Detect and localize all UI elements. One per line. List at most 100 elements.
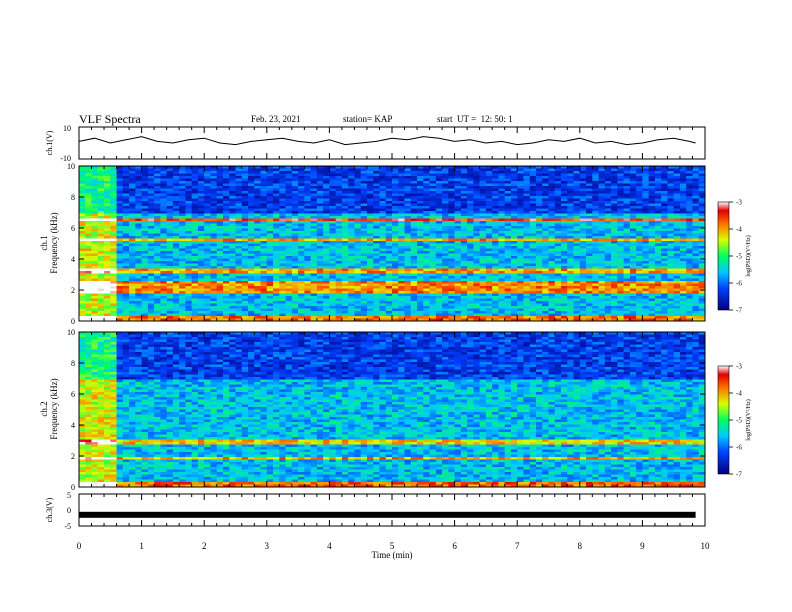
- spectrogram-cell: [517, 243, 524, 247]
- spectrogram-cell: [104, 213, 111, 217]
- spectrogram-cell: [454, 218, 462, 222]
- spectrogram-cell: [473, 303, 480, 307]
- spectrogram-cell: [442, 241, 449, 244]
- spectrogram-cell: [492, 238, 499, 242]
- spectrogram-cell: [329, 186, 336, 189]
- spectrogram-cell: [116, 288, 124, 292]
- spectrogram-cell: [310, 176, 318, 179]
- spectrogram-cell: [298, 258, 305, 262]
- spectrogram-cell: [417, 223, 424, 227]
- spectrogram-cell: [460, 196, 468, 199]
- spectrogram-cell: [573, 273, 581, 277]
- spectrogram-cell: [222, 256, 230, 259]
- spectrogram-cell: [160, 268, 167, 272]
- spectrogram-cell: [197, 278, 205, 282]
- spectrogram-cell: [191, 313, 199, 317]
- spectrogram-cell: [135, 231, 142, 234]
- spectrogram-cell: [216, 176, 224, 179]
- spectrogram-cell: [241, 196, 249, 199]
- spectrogram-cell: [210, 271, 218, 274]
- spectrogram-cell: [542, 281, 549, 284]
- spectrogram-cell: [329, 303, 336, 307]
- spectrogram-cell: [460, 178, 468, 182]
- spectrogram-cell: [191, 271, 199, 274]
- spectrogram-cell: [191, 183, 199, 187]
- spectrogram-cell: [248, 233, 255, 237]
- spectrogram-cell: [348, 281, 355, 284]
- spectrogram-cell: [529, 248, 537, 252]
- spectrogram-cell: [97, 293, 105, 297]
- spectrogram-cell: [341, 236, 349, 239]
- spectrogram-cell: [310, 276, 318, 279]
- spectrogram-cell: [404, 266, 412, 269]
- spectrogram-cell: [548, 286, 556, 289]
- spectrogram-cell: [404, 166, 412, 169]
- spectrogram-cell: [341, 316, 349, 319]
- spectrogram-cell: [204, 268, 211, 272]
- spectrogram-cell: [166, 233, 174, 237]
- spectrogram-cell: [204, 191, 211, 194]
- spectrogram-cell: [316, 211, 324, 214]
- spectrogram-cell: [85, 306, 92, 309]
- spectrogram-cell: [323, 198, 330, 202]
- spectrogram-cell: [561, 216, 568, 219]
- spectrogram-cell: [85, 318, 92, 322]
- spectrogram-cell: [504, 228, 512, 232]
- spectrogram-cell: [310, 281, 318, 284]
- spectrogram-cell: [417, 313, 424, 317]
- spectrogram-cell: [291, 201, 299, 204]
- spectrogram-cell: [392, 308, 399, 312]
- spectrogram-cell: [279, 203, 286, 207]
- spectrogram-cell: [248, 203, 255, 207]
- spectrogram-cell: [373, 316, 380, 319]
- spectrogram-cell: [222, 261, 230, 264]
- spectrogram-cell: [147, 278, 155, 282]
- spectrogram-cell: [385, 291, 393, 294]
- spectrogram-cell: [567, 253, 574, 257]
- spectrogram-cell: [254, 263, 261, 267]
- spectrogram-cell: [385, 281, 393, 284]
- spectrogram-cell: [160, 303, 167, 307]
- spectrogram-cell: [291, 268, 299, 272]
- spectrogram-cell: [85, 256, 92, 259]
- spectrogram-cell: [548, 301, 556, 304]
- spectrogram-cell: [542, 288, 549, 292]
- spectrogram-cell: [273, 226, 280, 229]
- spectrogram-cell: [379, 273, 387, 277]
- spectrogram-cell: [454, 223, 462, 227]
- spectrogram-cell: [122, 183, 130, 187]
- spectrogram-cell: [85, 166, 92, 169]
- spectrogram-cell: [379, 246, 387, 249]
- spectrogram-cell: [241, 286, 249, 289]
- spectrogram-cell: [373, 208, 380, 212]
- spectrogram-cell: [79, 316, 86, 319]
- spectrogram-cell: [348, 293, 355, 297]
- spectrogram-cell: [310, 231, 318, 234]
- spectrogram-cell: [147, 238, 155, 242]
- spectrogram-cell: [79, 258, 86, 262]
- spectrogram-cell: [341, 268, 349, 272]
- spectrogram-cell: [429, 166, 437, 169]
- spectrogram-cell: [147, 233, 155, 237]
- spectrogram-cell: [542, 271, 549, 274]
- spectrogram-cell: [392, 271, 399, 274]
- spectrogram-cell: [154, 196, 161, 199]
- spectrogram-cell: [360, 286, 368, 289]
- spectrogram-cell: [429, 236, 437, 239]
- spectrogram-cell: [298, 238, 305, 242]
- spectrogram-cell: [548, 251, 556, 254]
- spectrogram-cell: [561, 276, 568, 279]
- spectrogram-cell: [404, 196, 412, 199]
- spectrogram-cell: [304, 288, 311, 292]
- spectrogram-cell: [229, 268, 236, 272]
- spectrogram-cell: [423, 291, 430, 294]
- spectrogram-cell: [404, 176, 412, 179]
- spectrogram-cell: [435, 251, 443, 254]
- spectrogram-cell: [429, 281, 437, 284]
- spectrogram-cell: [392, 256, 399, 259]
- spectrogram-cell: [366, 248, 374, 252]
- spectrogram-cell: [273, 201, 280, 204]
- spectrogram-cell: [310, 213, 318, 217]
- spectrogram-cell: [197, 191, 205, 194]
- spectrogram-cell: [110, 168, 117, 172]
